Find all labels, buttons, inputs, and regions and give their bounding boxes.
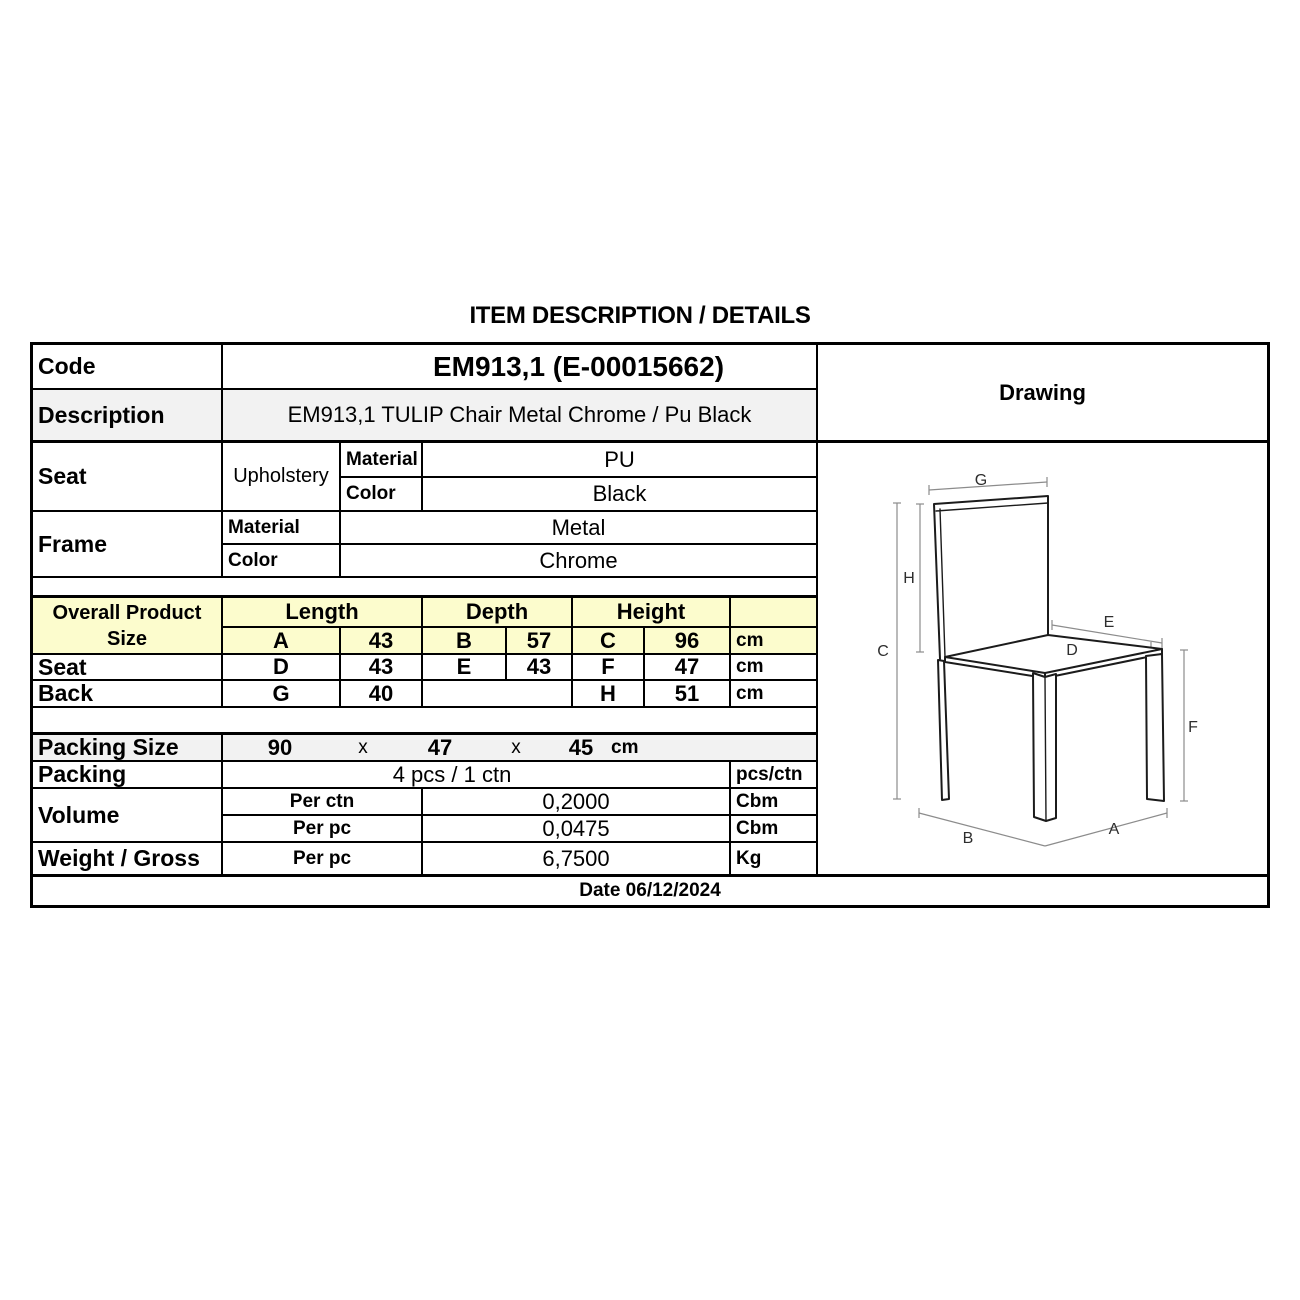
packing-size-x2: x — [511, 736, 521, 758]
packing-size-dim1: 90 — [267, 735, 293, 760]
depth-header: Depth — [423, 598, 573, 628]
seat-upholstery-label: Upholstery — [223, 443, 341, 512]
overall-unit: cm — [731, 628, 818, 655]
per-ctn-label: Per ctn — [223, 789, 423, 816]
overall-length-value: 43 — [341, 628, 423, 655]
overall-height-key: C — [573, 628, 645, 655]
per-pc-label: Per pc — [223, 816, 423, 843]
chair-backrest — [933, 495, 1049, 660]
dim-label-d: D — [1066, 642, 1078, 659]
back-length-key: G — [223, 681, 341, 708]
overall-size-label-line2: Size — [106, 627, 148, 650]
overall-depth-key: B — [423, 628, 507, 655]
packing-size-unit: cm — [611, 736, 639, 758]
frame-label: Frame — [33, 512, 223, 578]
packing-value: 4 pcs / 1 ctn — [223, 762, 731, 789]
chair-drawing: G H C E D F B A — [877, 472, 1198, 847]
packing-size-dim2: 47 — [427, 735, 453, 760]
spacer-row — [33, 578, 818, 598]
seat-color-label: Color — [341, 478, 423, 512]
overall-size-label: Overall Product Size — [33, 598, 223, 655]
seat-length-value: 43 — [341, 655, 423, 681]
back-size-unit: cm — [731, 681, 818, 708]
back-size-label: Back — [33, 681, 223, 708]
drawing-area: G H C E D F B A — [818, 443, 1267, 877]
packing-unit: pcs/ctn — [731, 762, 818, 789]
packing-label: Packing — [33, 762, 223, 789]
frame-material-label: Material — [223, 512, 341, 545]
page-title: ITEM DESCRIPTION / DETAILS — [469, 302, 811, 329]
chair-outline — [933, 495, 1165, 822]
per-ctn-unit: Cbm — [731, 789, 818, 816]
overall-height-value: 96 — [645, 628, 731, 655]
chair-leg-right — [1145, 653, 1165, 802]
back-height-value: 51 — [645, 681, 731, 708]
packing-size-label: Packing Size — [33, 735, 223, 762]
weight-label: Weight / Gross — [33, 843, 223, 877]
seat-length-key: D — [223, 655, 341, 681]
seat-material-label: Material — [341, 443, 423, 478]
packing-size-dim3: 45 — [568, 735, 594, 760]
description-value: EM913,1 TULIP Chair Metal Chrome / Pu Bl… — [223, 390, 818, 443]
overall-length-key: A — [223, 628, 341, 655]
frame-color-label: Color — [223, 545, 341, 578]
weight-unit: Kg — [731, 843, 818, 877]
overall-depth-value: 57 — [507, 628, 573, 655]
seat-size-label: Seat — [33, 655, 223, 681]
date-row: Date 06/12/2024 — [579, 880, 721, 901]
code-label: Code — [33, 345, 223, 390]
dim-line-g — [928, 481, 1048, 491]
back-height-key: H — [573, 681, 645, 708]
per-ctn-value: 0,2000 — [423, 789, 731, 816]
seat-material-value: PU — [423, 443, 818, 478]
dim-label-c: C — [877, 643, 889, 660]
dim-line-b — [918, 812, 1046, 847]
packing-size-value: 90 x 47 x 45 cm — [223, 735, 818, 762]
seat-label: Seat — [33, 443, 223, 512]
code-value: EM913,1 (E-00015662) — [223, 345, 818, 390]
seat-depth-key: E — [423, 655, 507, 681]
per-pc-unit: Cbm — [731, 816, 818, 843]
dim-line-e — [1051, 624, 1163, 644]
back-depth-empty — [423, 681, 573, 708]
seat-color-value: Black — [423, 478, 818, 512]
dim-label-a: A — [1109, 821, 1120, 838]
height-header: Height — [573, 598, 731, 628]
drawing-header: Drawing — [818, 345, 1267, 443]
overall-size-label-line1: Overall Product — [52, 601, 202, 624]
per-pc-value: 0,0475 — [423, 816, 731, 843]
back-length-value: 40 — [341, 681, 423, 708]
chair-leg-back-left — [937, 659, 950, 801]
dim-line-a — [1044, 812, 1168, 847]
dim-label-b: B — [963, 830, 974, 847]
seat-height-value: 47 — [645, 655, 731, 681]
dim-label-e: E — [1104, 614, 1115, 631]
weight-value: 6,7500 — [423, 843, 731, 877]
weight-per-label: Per pc — [223, 843, 423, 877]
frame-color-value: Chrome — [341, 545, 818, 578]
length-header: Length — [223, 598, 423, 628]
volume-label: Volume — [33, 789, 223, 843]
header-unit-empty — [731, 598, 818, 628]
packing-size-x1: x — [358, 736, 368, 758]
dim-label-h: H — [903, 570, 915, 587]
frame-material-value: Metal — [341, 512, 818, 545]
spec-table: Code EM913,1 (E-00015662) Drawing Descri… — [30, 342, 1270, 908]
seat-depth-value: 43 — [507, 655, 573, 681]
dim-label-g: G — [975, 472, 987, 489]
spacer-row — [33, 708, 818, 735]
description-label: Description — [33, 390, 223, 443]
seat-height-key: F — [573, 655, 645, 681]
seat-size-unit: cm — [731, 655, 818, 681]
dim-label-f: F — [1188, 719, 1198, 736]
